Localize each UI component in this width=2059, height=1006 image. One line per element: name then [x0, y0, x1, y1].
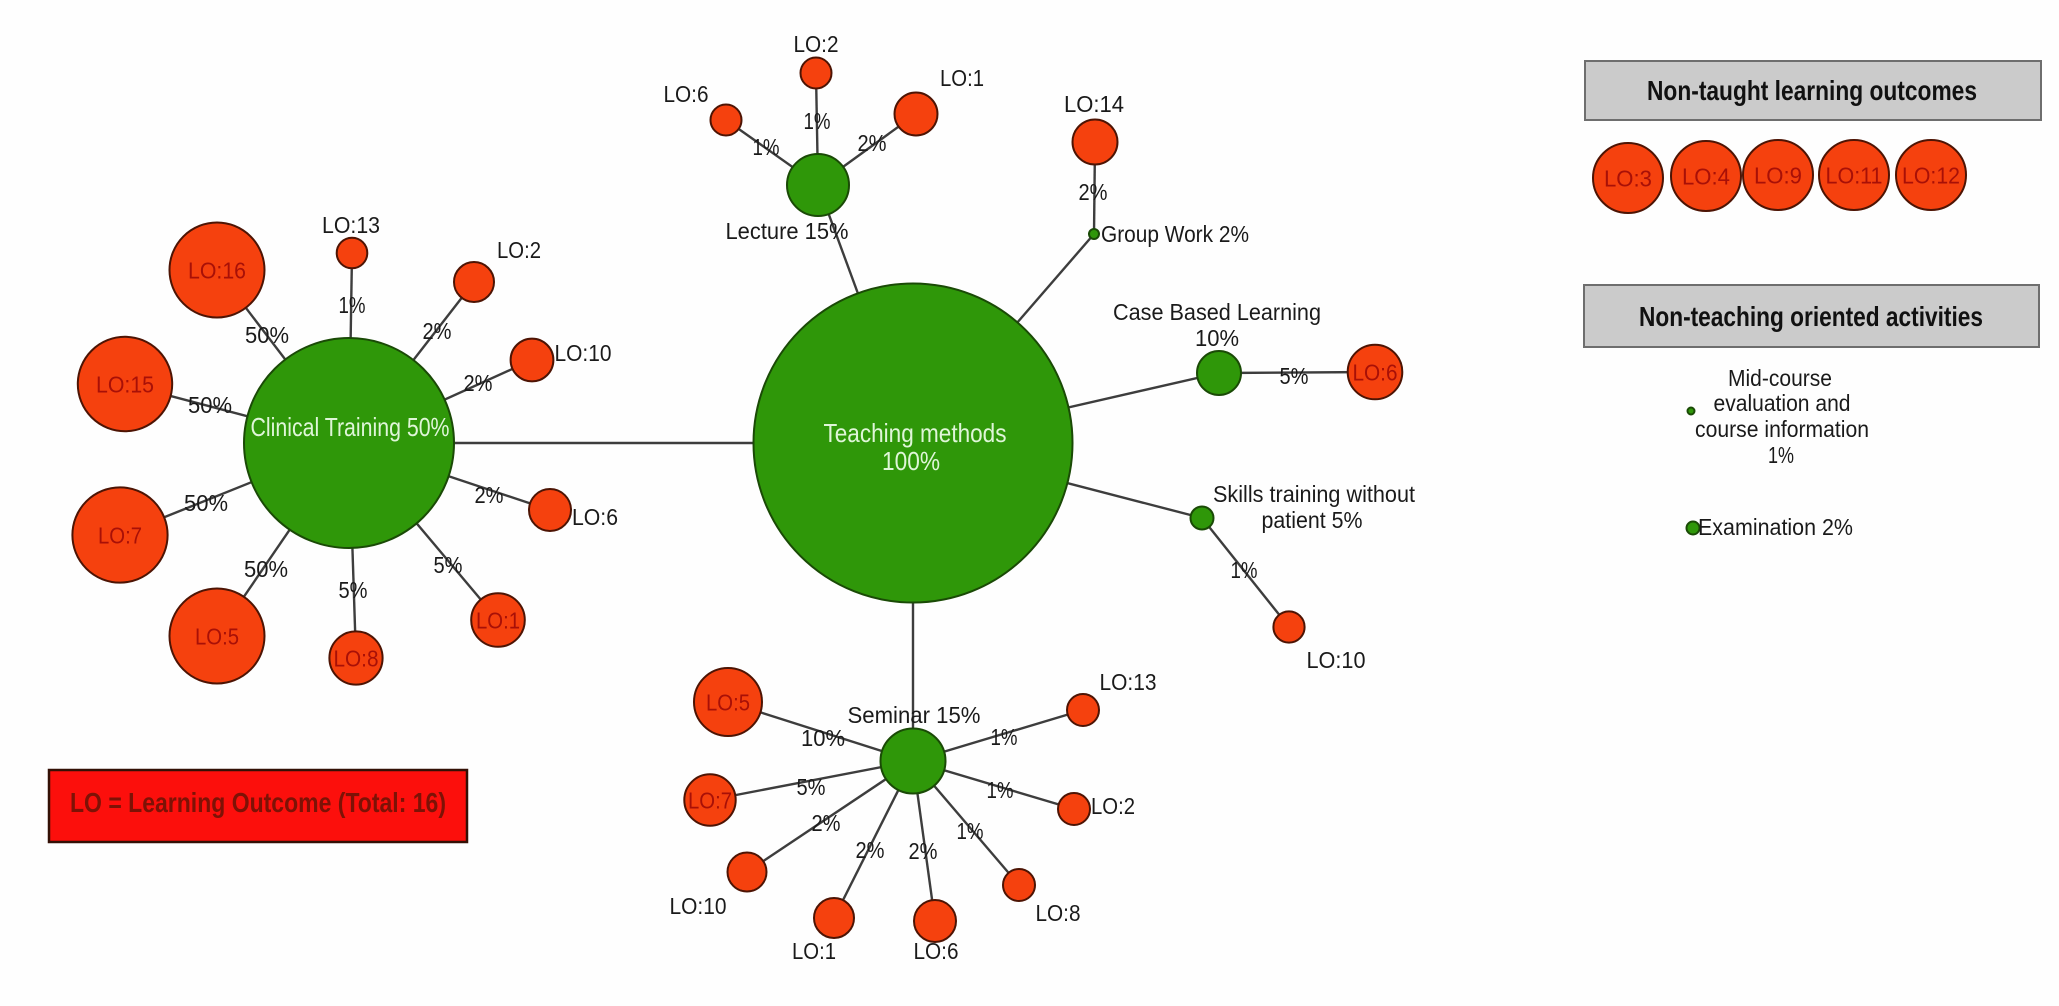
svg-text:LO:5: LO:5	[706, 690, 750, 716]
svg-text:Seminar 15%: Seminar 15%	[848, 702, 981, 728]
svg-text:LO:7: LO:7	[688, 788, 732, 814]
svg-text:LO:12: LO:12	[1902, 163, 1960, 189]
svg-text:LO:2: LO:2	[794, 31, 839, 57]
svg-text:LO:10: LO:10	[555, 340, 612, 366]
svg-text:Clinical Training 50%: Clinical Training 50%	[251, 412, 450, 442]
svg-text:Mid-course: Mid-course	[1728, 365, 1832, 391]
svg-text:Group Work 2%: Group Work 2%	[1101, 221, 1249, 247]
svg-text:1%: 1%	[339, 292, 366, 318]
svg-text:Lecture 15%: Lecture 15%	[726, 218, 849, 244]
svg-text:2%: 2%	[475, 482, 504, 508]
svg-text:Teaching methods: Teaching methods	[824, 418, 1007, 448]
svg-text:LO:7: LO:7	[98, 523, 142, 549]
svg-text:2%: 2%	[423, 318, 452, 344]
svg-text:LO:5: LO:5	[195, 624, 239, 650]
svg-text:100%: 100%	[882, 446, 940, 476]
svg-text:Examination 2%: Examination 2%	[1698, 514, 1853, 540]
svg-text:5%: 5%	[434, 552, 463, 578]
svg-text:1%: 1%	[991, 724, 1018, 750]
svg-text:5%: 5%	[797, 774, 826, 800]
svg-text:Case Based Learning: Case Based Learning	[1113, 299, 1321, 325]
svg-text:2%: 2%	[909, 838, 938, 864]
svg-text:LO:6: LO:6	[664, 81, 709, 107]
svg-text:1%: 1%	[1768, 442, 1794, 468]
svg-text:50%: 50%	[245, 322, 289, 348]
svg-text:LO:13: LO:13	[322, 212, 380, 238]
svg-text:Non-teaching oriented activiti: Non-teaching oriented activities	[1639, 301, 1983, 332]
svg-text:LO:8: LO:8	[1036, 900, 1081, 926]
svg-text:LO:11: LO:11	[1826, 163, 1883, 189]
svg-text:5%: 5%	[1280, 363, 1309, 389]
svg-text:50%: 50%	[184, 490, 228, 516]
svg-text:1%: 1%	[753, 134, 780, 160]
svg-text:LO:15: LO:15	[96, 372, 154, 398]
svg-text:LO:13: LO:13	[1100, 669, 1157, 695]
svg-text:2%: 2%	[1079, 179, 1108, 205]
svg-text:LO = Learning Outcome (Total:: LO = Learning Outcome (Total: 16)	[70, 787, 446, 818]
svg-text:2%: 2%	[856, 837, 885, 863]
svg-text:2%: 2%	[858, 130, 887, 156]
svg-text:LO:1: LO:1	[792, 938, 836, 964]
svg-text:LO:6: LO:6	[572, 504, 618, 530]
svg-text:LO:6: LO:6	[914, 938, 959, 964]
svg-text:LO:3: LO:3	[1604, 166, 1652, 192]
svg-text:Non-taught learning outcomes: Non-taught learning outcomes	[1647, 75, 1977, 106]
svg-text:evaluation and: evaluation and	[1714, 390, 1851, 416]
svg-text:LO:8: LO:8	[334, 646, 379, 672]
svg-text:patient 5%: patient 5%	[1262, 507, 1363, 533]
svg-text:1%: 1%	[1231, 557, 1258, 583]
svg-text:LO:10: LO:10	[670, 893, 727, 919]
svg-text:LO:2: LO:2	[497, 237, 541, 263]
svg-text:LO:14: LO:14	[1064, 91, 1124, 117]
svg-text:LO:1: LO:1	[476, 608, 520, 634]
svg-text:2%: 2%	[812, 810, 841, 836]
svg-text:1%: 1%	[804, 108, 831, 134]
svg-text:5%: 5%	[339, 577, 368, 603]
svg-text:LO:4: LO:4	[1682, 164, 1730, 190]
svg-text:LO:10: LO:10	[1307, 647, 1366, 673]
svg-text:2%: 2%	[464, 370, 493, 396]
svg-text:50%: 50%	[244, 556, 288, 582]
svg-text:LO:9: LO:9	[1754, 163, 1802, 189]
svg-text:LO:1: LO:1	[940, 65, 984, 91]
svg-text:LO:2: LO:2	[1091, 793, 1135, 819]
svg-text:1%: 1%	[957, 818, 984, 844]
svg-text:10%: 10%	[801, 725, 845, 751]
svg-text:LO:16: LO:16	[188, 258, 246, 284]
svg-text:LO:6: LO:6	[1353, 360, 1398, 386]
svg-text:50%: 50%	[188, 392, 232, 418]
svg-text:course information: course information	[1695, 416, 1869, 442]
svg-text:1%: 1%	[987, 777, 1014, 803]
svg-text:10%: 10%	[1195, 325, 1239, 351]
svg-text:Skills training without: Skills training without	[1213, 481, 1416, 507]
